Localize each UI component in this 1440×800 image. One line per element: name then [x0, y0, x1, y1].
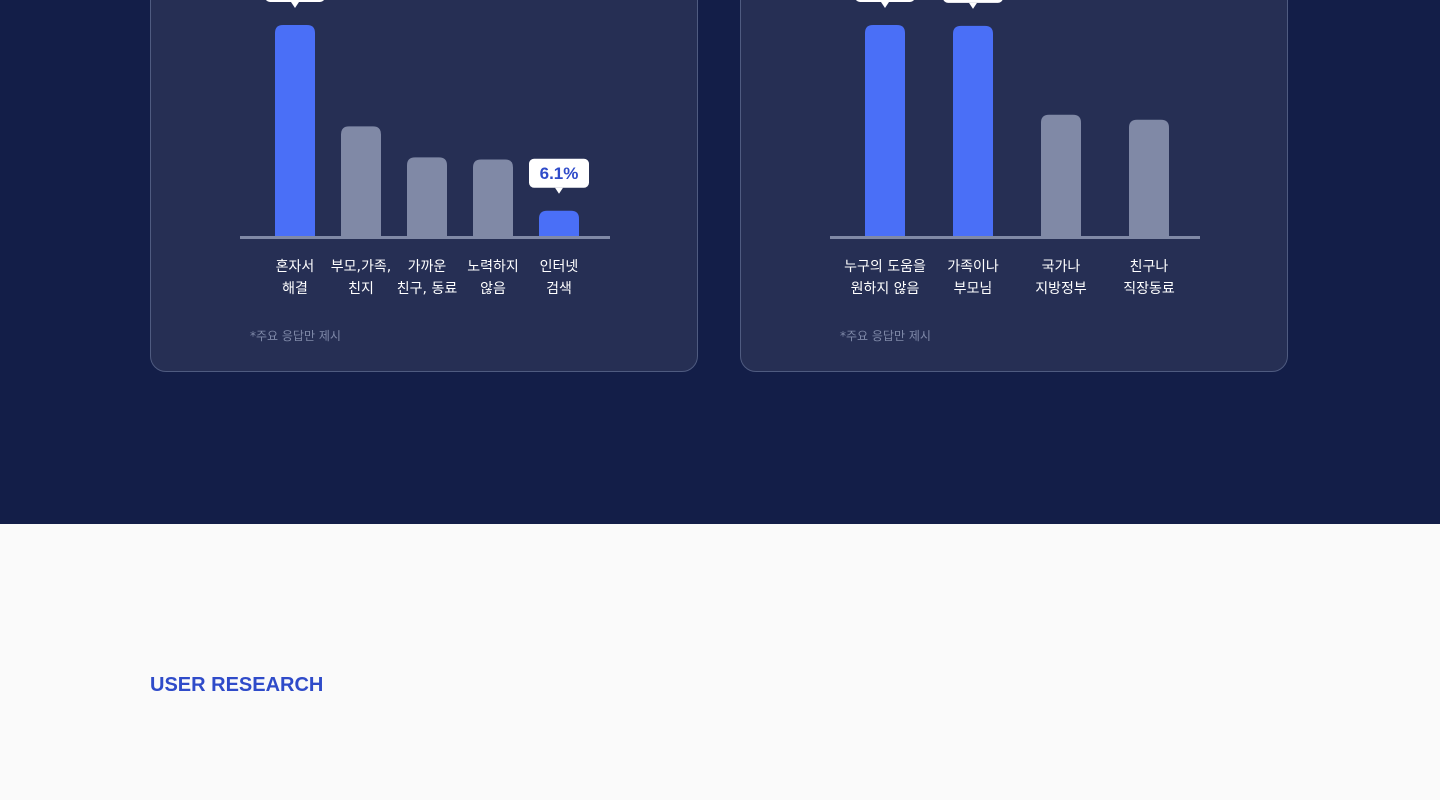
bar-4 [473, 159, 513, 236]
bar-4 [1129, 119, 1169, 236]
category-label-2: 부모,가족, 친지 [330, 259, 392, 297]
category-label-2: 가족이나 부모님 [947, 259, 999, 297]
bar-3 [407, 157, 447, 236]
value-callout-1 [856, 0, 914, 8]
category-label-4: 친구나 직장동료 [1123, 259, 1175, 297]
survey-results-section: 6.1% 혼자서 해결 부모,가족, 친지 가까운 친구, 동료 노력하지 않음 인터넷… [0, 0, 1440, 524]
category-label-1: 누구의 도움을 원하지 않음 [844, 259, 926, 297]
user-research-section: USER RESEARCH [0, 524, 1440, 800]
footnote-right: *주요 응답만 제시 [840, 329, 931, 343]
bar-1 [865, 25, 905, 236]
bar-chart-left: 6.1% [240, 0, 610, 239]
value-callout-1 [266, 0, 324, 8]
value-callout-5: 6.1% [529, 158, 589, 194]
chart-card-right: 누구의 도움을 원하지 않음 가족이나 부모님 국가나 지방정부 친구나 직장동료 *… [740, 0, 1288, 372]
category-label-3: 가까운 친구, 동료 [396, 259, 458, 297]
chart-card-left: 6.1% 혼자서 해결 부모,가족, 친지 가까운 친구, 동료 노력하지 않음 인터넷… [150, 0, 698, 372]
bar-2 [953, 25, 993, 236]
category-label-5: 인터넷 검색 [539, 259, 579, 297]
bar-chart-right [830, 0, 1200, 239]
value-callout-2 [943, 0, 1003, 9]
value-label-5: 6.1% [540, 164, 579, 183]
section-title: USER RESEARCH [150, 674, 324, 696]
bar-1 [275, 25, 315, 236]
bar-2 [341, 126, 381, 236]
category-label-4: 노력하지 않음 [467, 259, 519, 297]
bar-3 [1041, 114, 1081, 236]
category-label-1: 혼자서 해결 [275, 259, 315, 297]
category-label-3: 국가나 지방정부 [1035, 259, 1087, 297]
bar-5 [539, 210, 579, 236]
footnote-left: *주요 응답만 제시 [250, 329, 341, 343]
